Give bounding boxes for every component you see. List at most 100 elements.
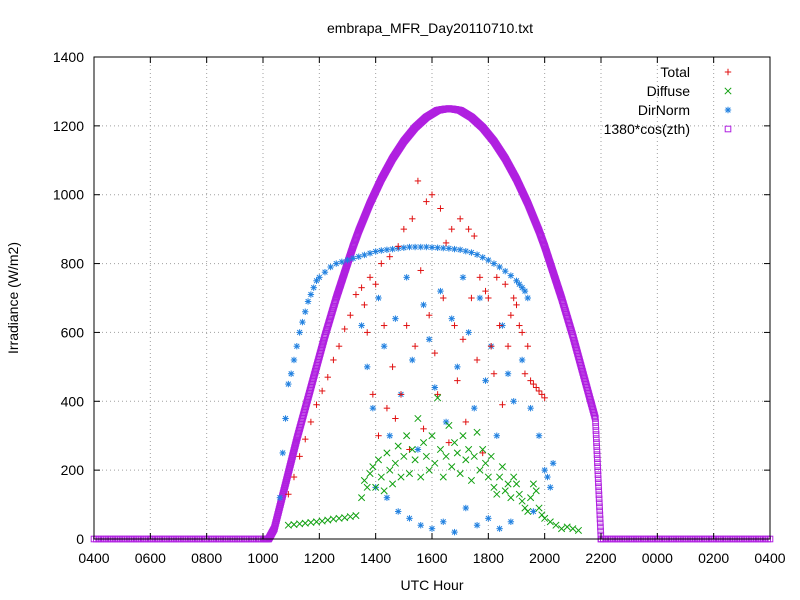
diffuse-point xyxy=(358,494,366,502)
dirnorm-point xyxy=(462,504,469,512)
total-point xyxy=(420,425,427,433)
dirnorm-point xyxy=(358,322,365,329)
x-tick-label: 2000 xyxy=(529,550,560,566)
dirnorm-point xyxy=(524,294,531,302)
clear-sky-point xyxy=(594,467,602,475)
diffuse-point xyxy=(476,466,484,474)
total-point xyxy=(496,322,503,329)
total-point xyxy=(380,322,388,329)
y-tick-label: 1400 xyxy=(53,49,84,65)
legend: Total Diffuse DirNorm 1380*cos(zth) xyxy=(604,64,732,137)
clear-sky-point xyxy=(595,491,603,499)
total-point xyxy=(366,274,374,281)
diffuse-point xyxy=(434,394,442,402)
total-point xyxy=(535,387,543,395)
total-point xyxy=(417,267,424,274)
dirnorm-point xyxy=(307,291,315,298)
clear-sky-point xyxy=(596,499,603,507)
dirnorm-point xyxy=(395,508,402,515)
diffuse-point xyxy=(496,473,504,481)
total-point xyxy=(330,356,337,364)
diffuse-point xyxy=(493,490,501,498)
dirnorm-point xyxy=(411,243,419,251)
total-point xyxy=(383,404,391,412)
dirnorm-point xyxy=(285,380,292,388)
diffuse-point xyxy=(419,439,428,447)
total-point xyxy=(490,370,498,377)
diffuse-point xyxy=(360,476,368,485)
dirnorm-point xyxy=(296,329,303,336)
dirnorm-point xyxy=(417,522,424,529)
x-tick-label: 0800 xyxy=(191,550,222,566)
clear-sky-point xyxy=(596,511,604,519)
diffuse-point xyxy=(363,483,371,491)
total-point xyxy=(414,177,422,185)
diffuse-point xyxy=(341,514,349,522)
diffuse-point xyxy=(465,445,473,454)
total-point xyxy=(533,384,540,391)
clear-sky-point xyxy=(595,479,602,487)
clear-sky-point xyxy=(596,515,604,523)
diffuse-point xyxy=(425,466,433,474)
diffuse-point xyxy=(510,473,518,481)
diffuse-point xyxy=(515,490,523,498)
chart-title: embrapa_MFR_Day20110710.txt xyxy=(327,20,533,36)
total-point xyxy=(395,243,402,250)
dirnorm-point xyxy=(302,308,309,315)
total-point xyxy=(504,343,512,350)
clear-sky-point xyxy=(593,435,600,442)
diffuse-point xyxy=(369,463,377,471)
dirnorm-point xyxy=(521,287,529,295)
series-1 xyxy=(284,394,583,534)
diffuse-point xyxy=(504,480,512,488)
clear-sky-point xyxy=(597,523,604,531)
dirnorm-point xyxy=(485,515,492,522)
clear-sky-point xyxy=(594,463,601,470)
dirnorm-point xyxy=(420,301,427,309)
diffuse-point xyxy=(527,494,535,502)
dirnorm-point xyxy=(549,460,557,467)
total-point xyxy=(448,225,455,233)
legend-marker xyxy=(724,106,732,114)
dirnorm-point xyxy=(383,494,391,501)
diffuse-point xyxy=(467,476,475,485)
dirnorm-point xyxy=(496,525,503,532)
dirnorm-point xyxy=(372,248,379,255)
diffuse-point xyxy=(481,459,490,467)
dirnorm-point xyxy=(378,247,385,254)
total-point xyxy=(423,198,430,205)
total-point xyxy=(479,449,486,457)
dirnorm-point xyxy=(364,363,371,371)
total-point xyxy=(425,312,433,319)
dirnorm-point xyxy=(304,298,312,305)
dirnorm-point xyxy=(465,329,472,336)
dirnorm-point xyxy=(279,449,286,457)
dirnorm-point xyxy=(462,247,469,255)
dirnorm-point xyxy=(425,336,433,343)
diffuse-point xyxy=(532,487,540,495)
clear-sky-point xyxy=(594,475,602,483)
total-point xyxy=(538,391,546,398)
dirnorm-point xyxy=(535,432,543,439)
diffuse-point xyxy=(374,456,383,464)
total-point xyxy=(313,401,320,408)
dirnorm-point xyxy=(434,244,441,251)
clear-sky-point xyxy=(595,483,602,491)
x-tick-label: 1400 xyxy=(360,550,391,566)
dirnorm-point xyxy=(355,253,362,260)
dirnorm-point xyxy=(409,356,416,364)
diffuse-point xyxy=(422,452,430,460)
diffuse-point xyxy=(546,518,554,526)
clear-sky-point xyxy=(594,459,601,466)
legend-label: Total xyxy=(660,64,690,80)
dirnorm-point xyxy=(454,363,461,371)
diffuse-point xyxy=(417,473,425,481)
total-point xyxy=(465,225,472,233)
clear-sky-point xyxy=(592,419,599,426)
diffuse-point xyxy=(473,428,481,436)
total-point xyxy=(392,415,399,422)
dirnorm-point xyxy=(333,260,340,267)
dirnorm-point xyxy=(496,263,503,271)
dirnorm-point xyxy=(344,256,351,264)
dirnorm-point xyxy=(493,432,500,439)
